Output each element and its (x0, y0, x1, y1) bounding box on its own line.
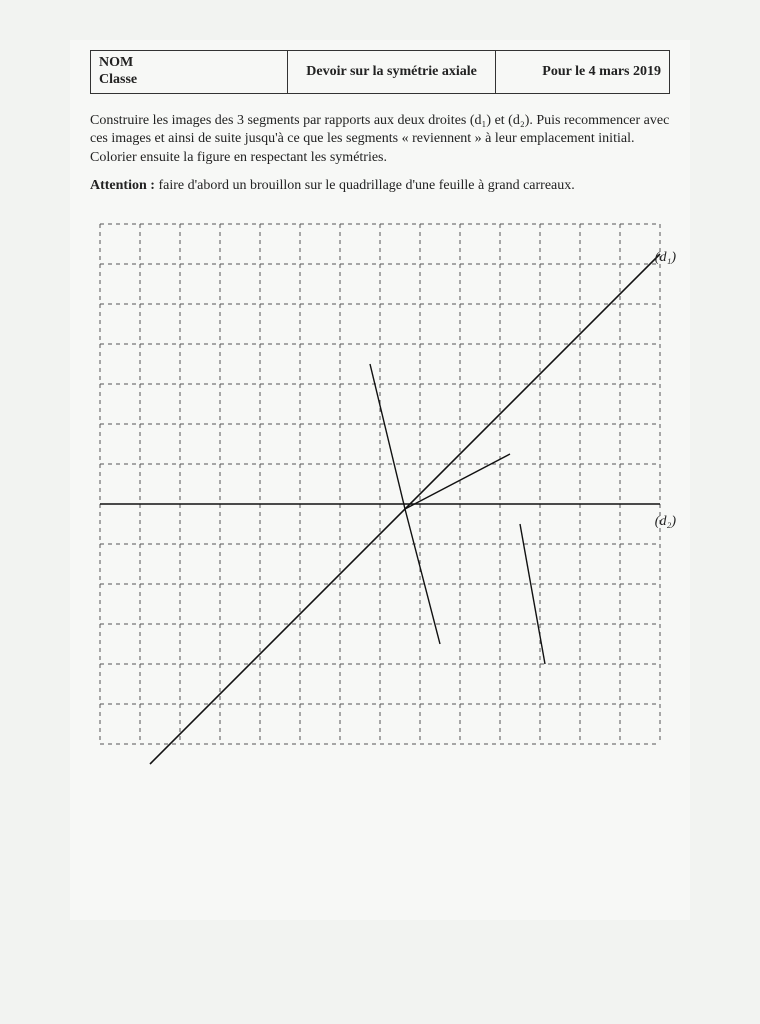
date-cell: Pour le 4 mars 2019 (496, 51, 670, 94)
segment-4 (520, 524, 545, 664)
segment-2 (405, 454, 510, 509)
diagram-container: (d₁) (d₂) (90, 214, 670, 784)
nom-label: NOM (99, 55, 133, 70)
instructions-para1: Construire les images des 3 segments par… (90, 113, 669, 147)
d1-axis-label: (d₁) (655, 250, 676, 266)
d2-axis-label: (d₂) (655, 514, 676, 530)
segment-1 (370, 364, 405, 509)
attention-label: Attention : (90, 178, 155, 193)
worksheet-page: NOM Classe Devoir sur la symétrie axiale… (70, 40, 690, 920)
title-cell: Devoir sur la symétrie axiale (287, 51, 495, 94)
instructions-para2: Colorier ensuite la figure en respectant… (90, 150, 387, 165)
geometry-diagram (90, 214, 670, 784)
attention-body: faire d'abord un brouillon sur le quadri… (155, 178, 575, 193)
classe-label: Classe (99, 72, 137, 87)
instructions-block: Construire les images des 3 segments par… (90, 112, 670, 169)
nom-classe-cell: NOM Classe (91, 51, 288, 94)
header-table: NOM Classe Devoir sur la symétrie axiale… (90, 50, 670, 94)
attention-line: Attention : faire d'abord un brouillon s… (90, 178, 670, 194)
